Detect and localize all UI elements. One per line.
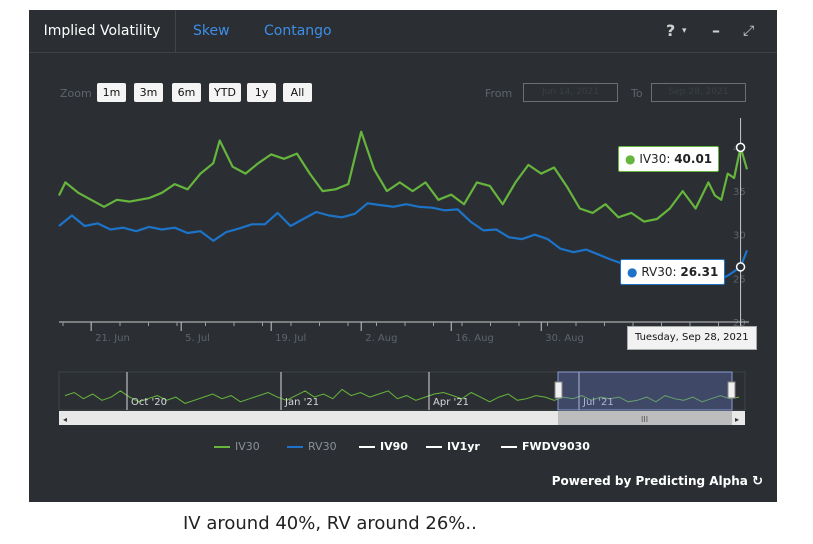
- minimize-icon[interactable]: –: [712, 21, 720, 40]
- navigator-handle-left[interactable]: [554, 381, 563, 399]
- x-tick-label: 2. Aug: [365, 333, 397, 344]
- to-label: To: [631, 87, 643, 100]
- zoom-1y-button[interactable]: 1y: [247, 83, 276, 102]
- rv30-tooltip: ● RV30: 26.31: [620, 259, 726, 285]
- navigator-tick-label: Oct '20: [131, 397, 167, 408]
- caption: IV around 40%, RV around 26%..: [183, 513, 477, 534]
- y-tick-label: 25: [733, 274, 746, 285]
- navigator-handle-right[interactable]: [727, 381, 736, 399]
- tab-bar: Implied Volatility Skew Contango ? ▾ – ⤢: [29, 10, 777, 53]
- x-tick-label: 21. Jun: [95, 333, 130, 344]
- legend-iv30[interactable]: IV30: [214, 440, 260, 453]
- volatility-widget: Implied Volatility Skew Contango ? ▾ – ⤢…: [29, 10, 777, 502]
- zoom-3m-button[interactable]: 3m: [134, 83, 163, 102]
- scroll-right-icon: ▸: [735, 415, 739, 424]
- help-icon[interactable]: ?: [666, 21, 676, 40]
- date-tooltip: Tuesday, Sep 28, 2021: [627, 326, 757, 350]
- iv30-line: [58, 130, 749, 223]
- navigator-frame: [58, 371, 746, 411]
- legend-iv1yr[interactable]: IV1yr: [426, 440, 480, 453]
- powered-by[interactable]: Powered by Predicting Alpha ↻: [552, 474, 763, 489]
- rv30-tooltip-dot: ●: [627, 265, 638, 279]
- tab-contango[interactable]: Contango: [264, 23, 332, 39]
- expand-icon[interactable]: ⤢: [743, 23, 755, 39]
- x-tick-label: 19. Jul: [275, 333, 306, 344]
- zoom-all-button[interactable]: All: [283, 83, 312, 102]
- iv30-tooltip-label: IV30:: [639, 152, 671, 166]
- y-tick-label: 20: [733, 318, 746, 329]
- navigator-tick-label: Apr '21: [433, 397, 469, 408]
- legend-iv90[interactable]: IV90: [359, 440, 408, 453]
- zoom-label: Zoom: [60, 87, 92, 100]
- navigator-tick-label: Jan '21: [284, 397, 319, 408]
- x-tick-label: 30. Aug: [545, 333, 584, 344]
- from-label: From: [485, 87, 513, 100]
- rv30-tooltip-value: 26.31: [680, 265, 719, 279]
- navigator-series: [64, 388, 740, 404]
- refresh-icon: ↻: [752, 474, 763, 489]
- zoom-ytd-button[interactable]: YTD: [209, 83, 241, 102]
- scroll-left-icon: ◂: [63, 415, 67, 424]
- y-tick-label: 30: [733, 231, 746, 242]
- scrollbar-thumb[interactable]: [558, 411, 732, 425]
- chevron-down-icon[interactable]: ▾: [682, 26, 687, 36]
- y-tick-label: 35: [733, 187, 746, 198]
- to-date-input[interactable]: Sep 28, 2021: [651, 83, 746, 102]
- x-tick-label: 16. Aug: [455, 333, 494, 344]
- tab-skew[interactable]: Skew: [193, 23, 230, 39]
- x-tick-label: 5. Jul: [185, 333, 210, 344]
- navigator-tick-label: Jul '21: [582, 397, 614, 408]
- zoom-1m-button[interactable]: 1m: [97, 83, 126, 102]
- tab-implied-volatility[interactable]: Implied Volatility: [29, 10, 176, 52]
- iv30-tooltip: ● IV30: 40.01: [618, 146, 720, 172]
- legend-fwdv9030[interactable]: FWDV9030: [501, 440, 590, 453]
- navigator[interactable]: Oct '20 Jan '21 Apr '21 Jul '21 III ◂ ▸: [29, 368, 777, 428]
- navigator-selection: [557, 371, 733, 411]
- from-date-input[interactable]: Jun 14, 2021: [523, 83, 618, 102]
- rv30-tooltip-label: RV30:: [641, 265, 677, 279]
- zoom-6m-button[interactable]: 6m: [172, 83, 201, 102]
- legend-rv30[interactable]: RV30: [287, 440, 337, 453]
- iv30-tooltip-dot: ●: [625, 152, 636, 166]
- rv30-hover-point: [735, 262, 746, 272]
- iv30-tooltip-value: 40.01: [674, 152, 713, 166]
- iv30-hover-point: [735, 142, 746, 153]
- scrollbar-grip-icon: III: [641, 415, 648, 424]
- powered-by-label: Powered by Predicting Alpha: [551, 474, 748, 488]
